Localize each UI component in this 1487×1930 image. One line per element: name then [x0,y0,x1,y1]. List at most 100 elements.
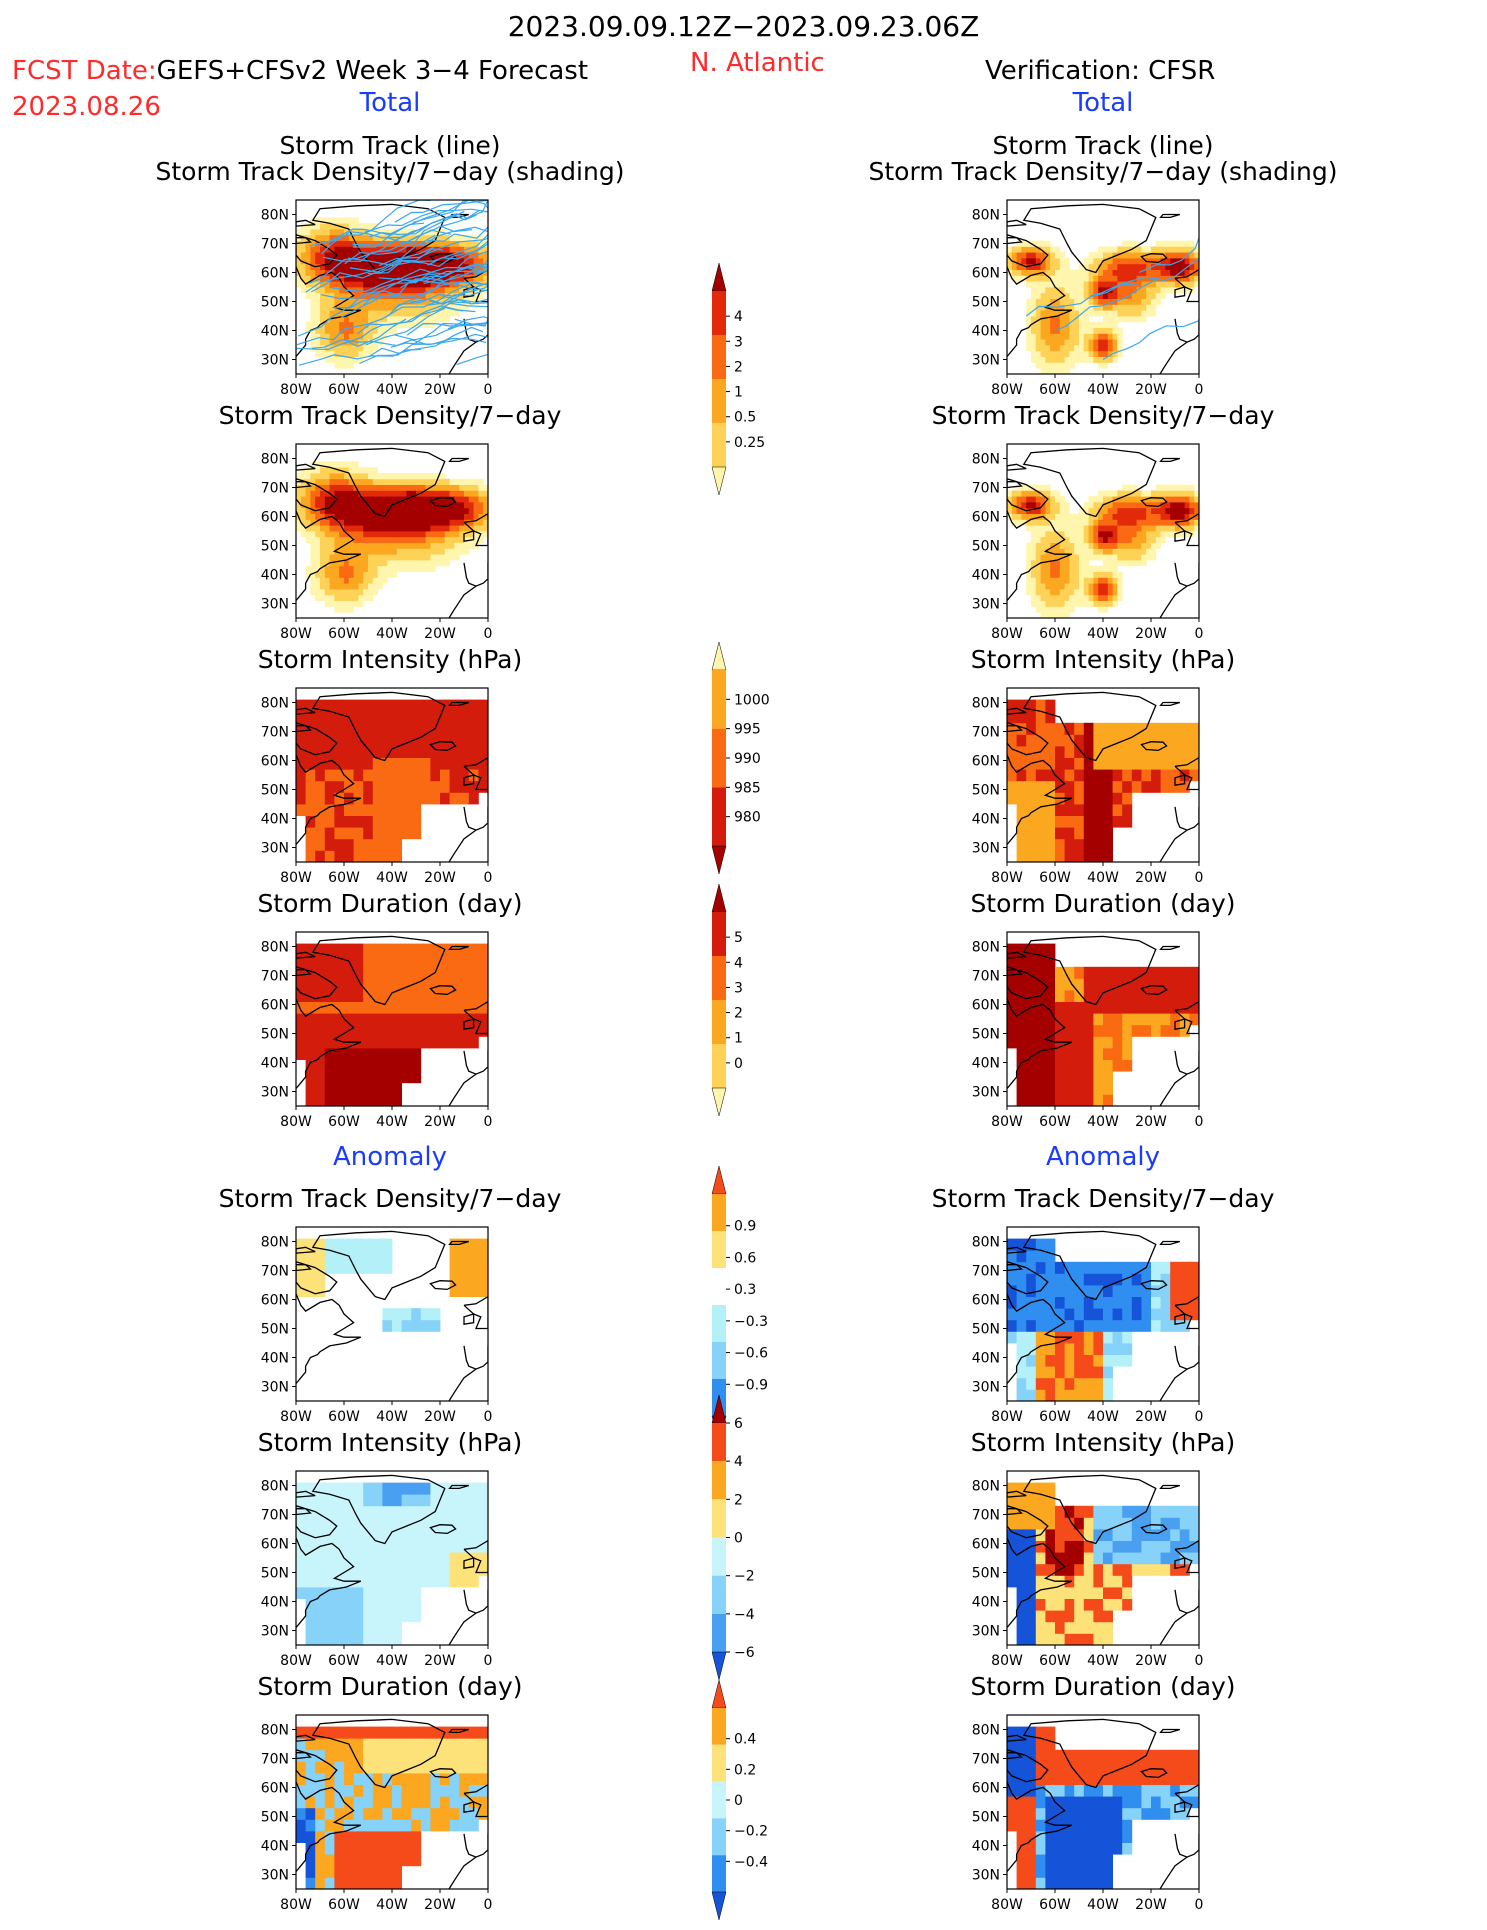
lat-tick-label: 40N [972,812,1000,828]
title-obs-track-shading: Storm Track Density/7−day (shading) [853,158,1353,186]
lat-tick-label: 80N [261,452,289,468]
lat-tick-label: 60N [972,1781,1000,1797]
lon-tick-label: 0 [484,1114,493,1130]
lon-tick-label: 20W [1135,382,1167,398]
lat-tick-label: 80N [972,452,1000,468]
total-label-right: Total [1003,88,1203,118]
colorbar-label: 3 [734,980,743,996]
lon-tick-label: 60W [328,1897,360,1913]
lat-tick-label: 70N [972,1752,1000,1768]
lon-tick-label: 0 [484,626,493,642]
lon-tick-label: 80W [280,1897,312,1913]
lat-tick-label: 70N [972,237,1000,253]
lat-tick-label: 70N [261,969,289,985]
lat-tick-label: 80N [261,1235,289,1251]
lon-tick-label: 60W [1039,382,1071,398]
lat-tick-label: 50N [261,1566,289,1582]
lon-tick-label: 40W [1087,1114,1119,1130]
lat-tick-label: 50N [972,539,1000,555]
lat-tick-label: 50N [261,295,289,311]
model-label: GEFS+CFSv2 Week 3−4 Forecast [157,56,588,86]
colorbar-label: −0.4 [734,1854,768,1870]
lat-tick-label: 60N [972,510,1000,526]
lon-tick-label: 80W [280,382,312,398]
lat-tick-label: 70N [972,969,1000,985]
title-fcst-density-anom: Storm Track Density/7−day [140,1185,640,1213]
lat-tick-label: 50N [261,1810,289,1826]
colorbar-label: 0.9 [734,1219,756,1235]
colorbar-label: 0 [734,1793,743,1809]
lon-tick-label: 40W [376,1897,408,1913]
colorbar-label: 980 [734,810,761,826]
lat-tick-label: 80N [972,1479,1000,1495]
lat-tick-label: 70N [972,725,1000,741]
lat-tick-label: 50N [972,783,1000,799]
lat-tick-label: 80N [261,208,289,224]
lat-tick-label: 60N [972,998,1000,1014]
lat-tick-label: 70N [972,1264,1000,1280]
lat-tick-label: 80N [261,940,289,956]
colorbar-label: 0 [734,1531,743,1547]
anomaly-label-left: Anomaly [290,1142,490,1172]
region-label: N. Atlantic [690,48,825,78]
lon-tick-label: 20W [424,1897,456,1913]
lat-tick-label: 40N [261,1595,289,1611]
lat-tick-label: 50N [972,1566,1000,1582]
lat-tick-label: 80N [261,1723,289,1739]
fcst-date-value: 2023.08.26 [12,92,161,122]
lon-tick-label: 80W [280,870,312,886]
lat-tick-label: 60N [261,510,289,526]
lon-tick-label: 40W [376,1114,408,1130]
colorbar-label: 2 [734,359,743,375]
lat-tick-label: 50N [261,1322,289,1338]
colorbar-label: 2 [734,1006,743,1022]
anomaly-label-right: Anomaly [1003,1142,1203,1172]
colorbar-label: 995 [734,722,761,738]
colorbar-label: 1000 [734,692,770,708]
colorbar-label: 0.2 [734,1762,756,1778]
lon-tick-label: 40W [1087,382,1119,398]
lon-tick-label: 60W [1039,1897,1071,1913]
lat-tick-label: 70N [261,1264,289,1280]
lat-tick-label: 50N [261,1027,289,1043]
lat-tick-label: 50N [972,1810,1000,1826]
lat-tick-label: 60N [972,754,1000,770]
total-label-left: Total [290,88,490,118]
colorbar-label: 4 [734,309,743,325]
lat-tick-label: 30N [261,1380,289,1396]
lat-tick-label: 70N [261,1508,289,1524]
lat-tick-label: 30N [972,353,1000,369]
lat-tick-label: 40N [972,324,1000,340]
lat-tick-label: 50N [972,1027,1000,1043]
lon-tick-label: 80W [991,1897,1023,1913]
lon-tick-label: 0 [484,1897,493,1913]
colorbar-label: 4 [734,1454,743,1470]
lat-tick-label: 70N [261,1752,289,1768]
lon-tick-label: 20W [1135,1653,1167,1669]
lat-tick-label: 50N [261,539,289,555]
colorbar-label: 5 [734,930,743,946]
lat-tick-label: 70N [261,725,289,741]
verification-label: Verification: CFSR [985,56,1215,86]
lon-tick-label: 60W [328,1409,360,1425]
lat-tick-label: 40N [261,1839,289,1855]
lat-tick-label: 60N [261,1293,289,1309]
period-title: 2023.09.09.12Z−2023.09.23.06Z [0,12,1487,42]
lat-tick-label: 60N [261,754,289,770]
lon-tick-label: 40W [376,870,408,886]
colorbar-label: 6 [734,1416,743,1432]
lon-tick-label: 40W [1087,1897,1119,1913]
colorbar-label: 0.4 [734,1732,756,1748]
fcst-date-label: FCST Date:GEFS+CFSv2 Week 3−4 Forecast [12,56,588,86]
lon-tick-label: 80W [991,626,1023,642]
lon-tick-label: 0 [1195,1653,1204,1669]
